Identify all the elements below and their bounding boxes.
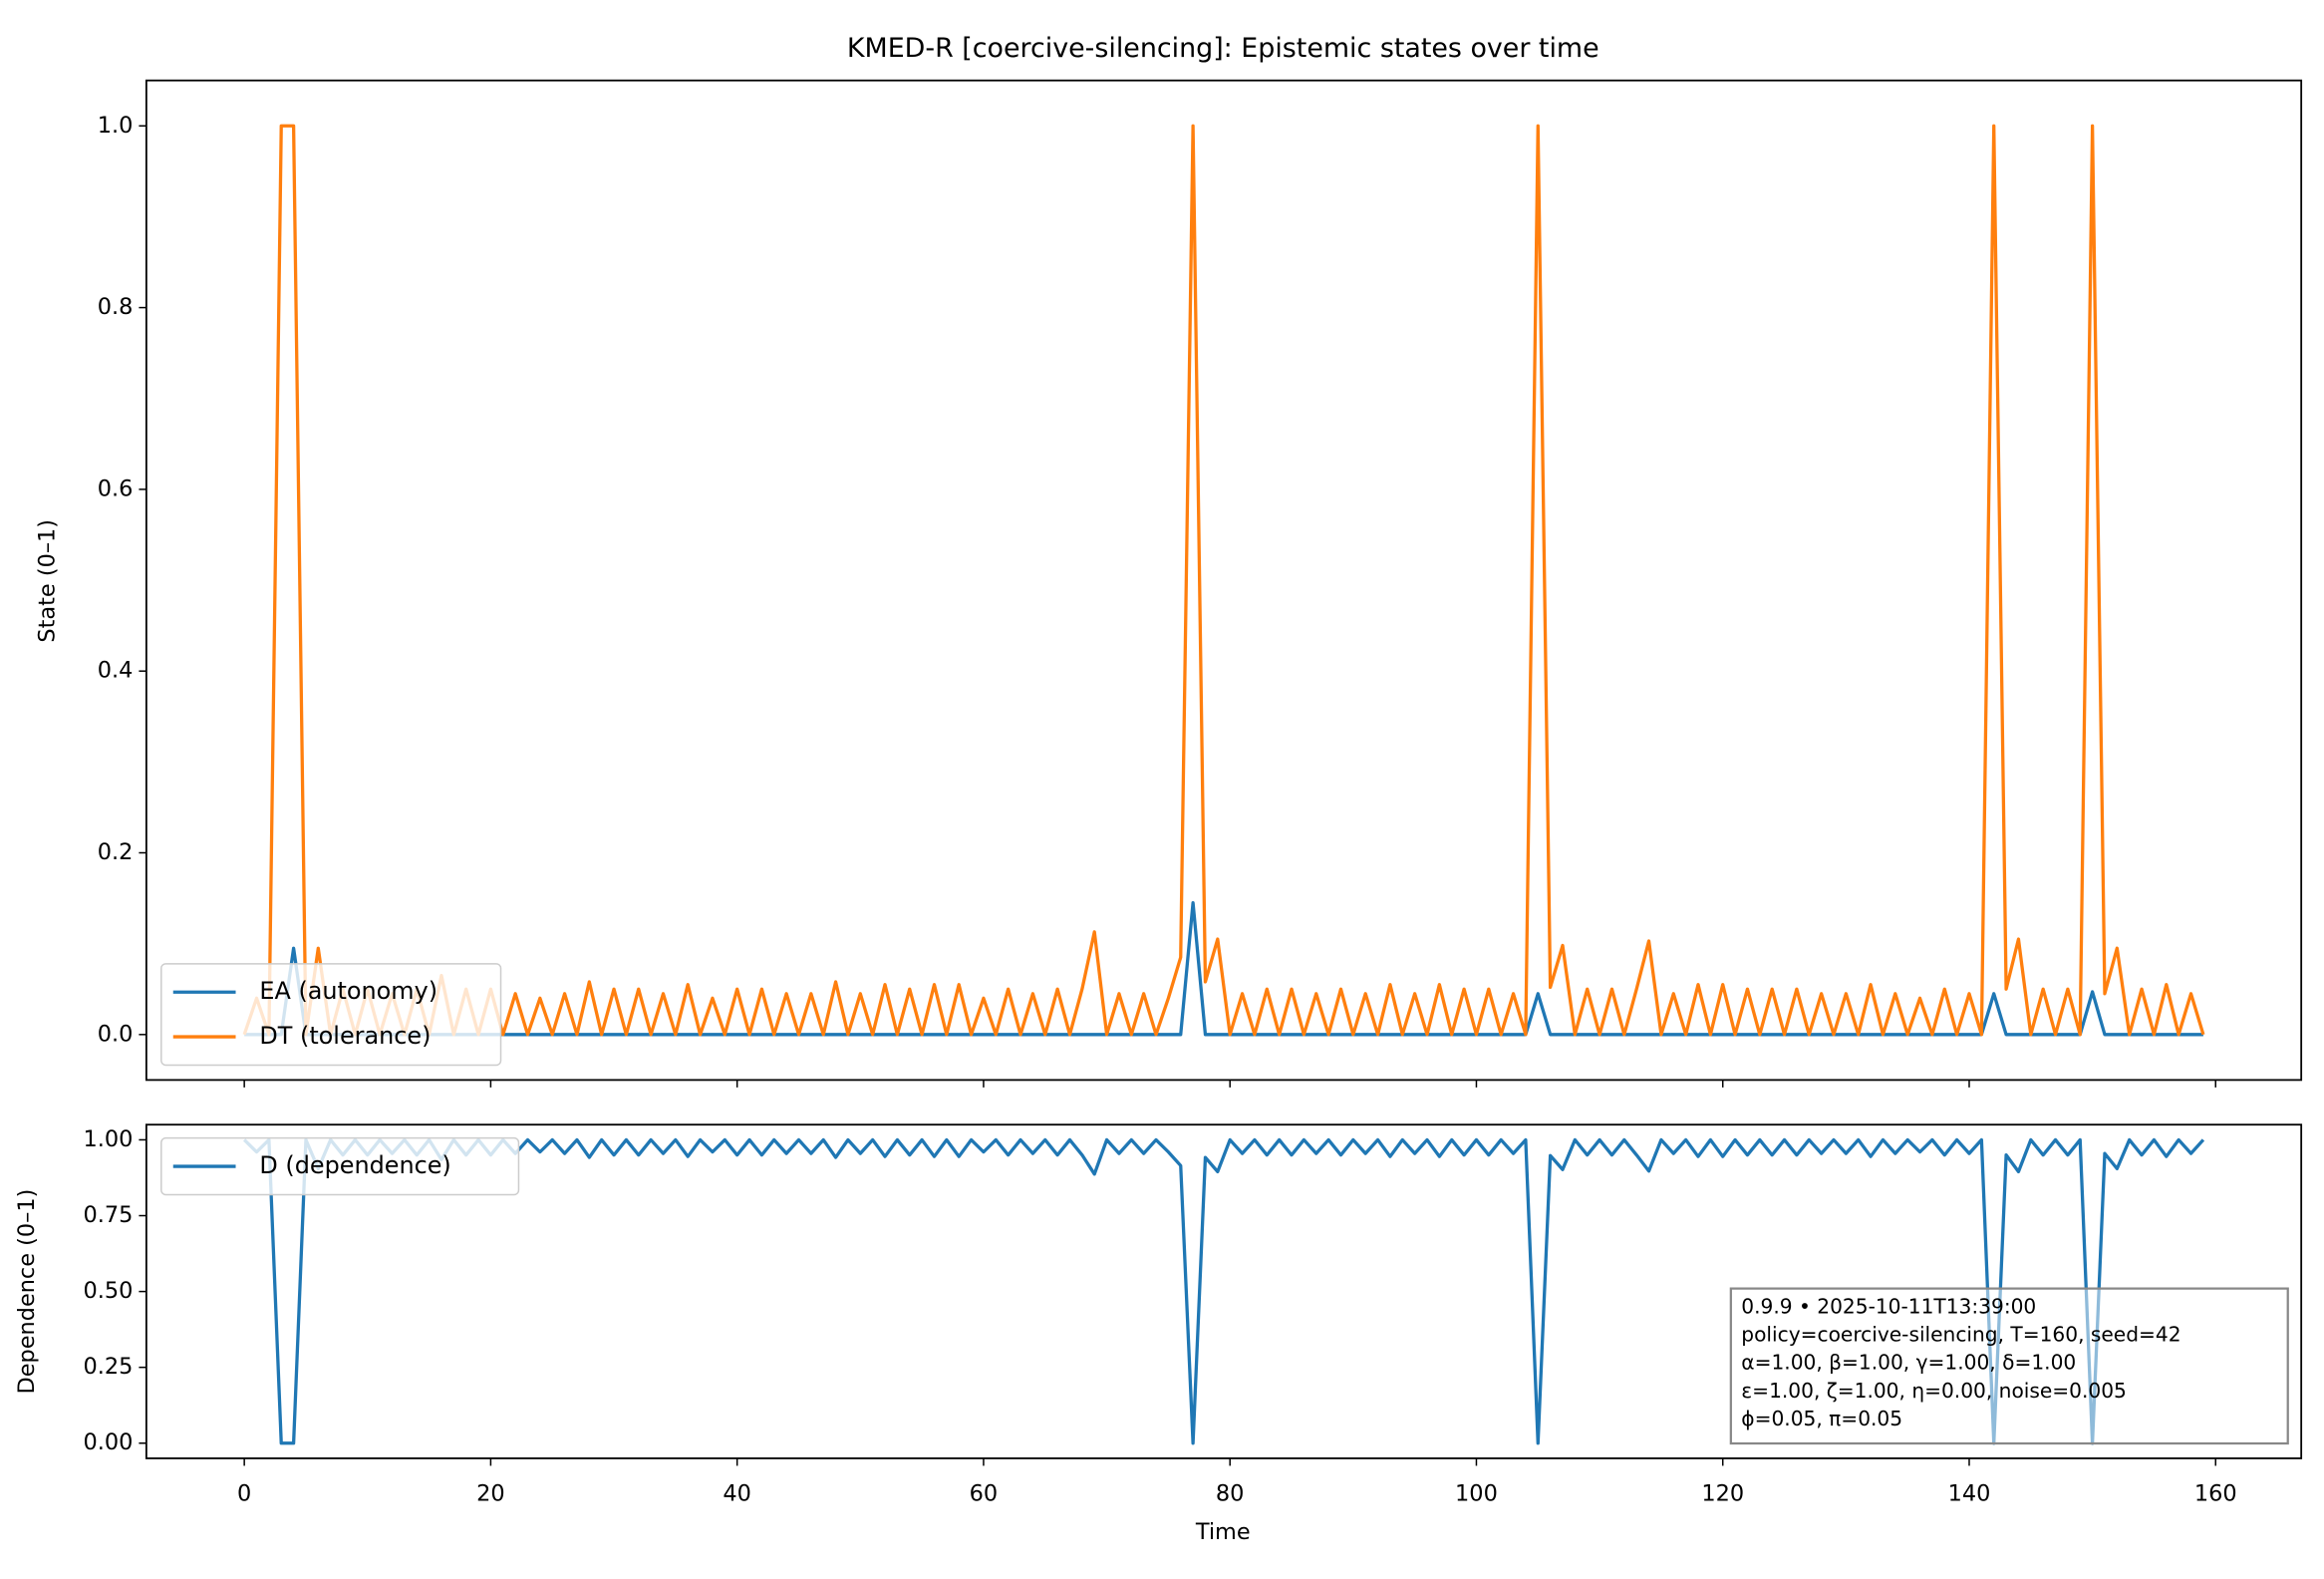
legend-box — [160, 1136, 520, 1196]
legend-label: D (dependence) — [259, 1151, 450, 1179]
y-axis-label: Dependence (0–1) — [14, 1189, 40, 1395]
legend-label: EA (autonomy) — [259, 977, 437, 1005]
y-tick-label: 0.8 — [98, 294, 134, 320]
annotation-line: ϕ=0.05, π=0.05 — [1741, 1407, 1902, 1430]
x-tick-label: 160 — [2194, 1480, 2237, 1506]
annotation-line: 0.9.9 • 2025-10-11T13:39:00 — [1741, 1295, 2036, 1319]
x-tick-label: 40 — [723, 1480, 751, 1506]
y-tick-label: 0.0 — [98, 1021, 134, 1047]
annotation-line: policy=coercive-silencing, T=160, seed=4… — [1741, 1323, 2180, 1347]
legend-label: DT (tolerance) — [259, 1022, 431, 1050]
y-tick-label: 1.00 — [84, 1126, 134, 1152]
data-line — [242, 124, 2205, 1037]
x-tick-label: 140 — [1948, 1480, 1991, 1506]
y-tick-label: 0.50 — [84, 1278, 134, 1304]
data-line — [244, 901, 2203, 1037]
x-tick-label: 60 — [970, 1480, 999, 1506]
annotation-line: α=1.00, β=1.00, γ=1.00, δ=1.00 — [1741, 1351, 2076, 1375]
x-tick-label: 0 — [237, 1480, 251, 1506]
y-tick-label: 0.25 — [84, 1354, 134, 1380]
y-tick-label: 0.00 — [84, 1429, 134, 1455]
x-axis-label: Time — [1195, 1519, 1251, 1545]
annotation-line: ε=1.00, ζ=1.00, η=0.00, noise=0.005 — [1741, 1379, 2127, 1403]
y-tick-label: 0.6 — [98, 475, 134, 501]
x-tick-label: 80 — [1216, 1480, 1245, 1506]
axes-frame — [145, 1123, 2303, 1459]
axes-frame — [145, 79, 2303, 1082]
data-line — [242, 1137, 2205, 1445]
x-tick-label: 100 — [1455, 1480, 1498, 1506]
x-tick-label: 120 — [1701, 1480, 1744, 1506]
y-tick-label: 0.4 — [98, 658, 134, 684]
y-tick-label: 1.0 — [98, 113, 134, 139]
annotation-box — [1729, 1287, 2289, 1445]
chart-title: KMED-R [coercive-silencing]: Epistemic s… — [847, 33, 1599, 64]
x-tick-label: 20 — [476, 1480, 505, 1506]
y-tick-label: 0.2 — [98, 839, 134, 865]
legend-box — [160, 963, 502, 1067]
y-axis-label: State (0–1) — [35, 519, 61, 643]
y-tick-label: 0.75 — [84, 1202, 134, 1228]
